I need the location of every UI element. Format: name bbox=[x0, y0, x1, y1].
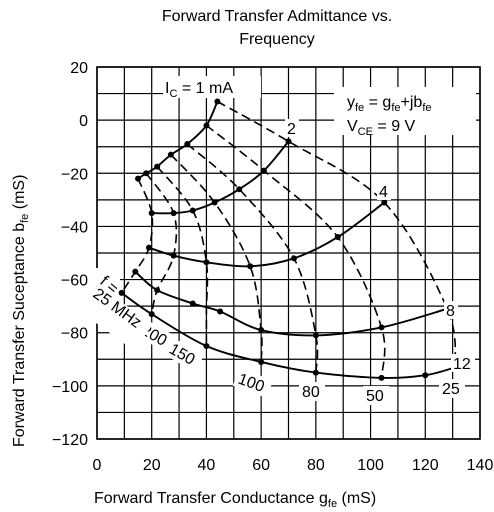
y-tick-label: −100 bbox=[52, 379, 88, 396]
data-point bbox=[184, 141, 191, 148]
frequency-curve-50 bbox=[205, 124, 386, 378]
chart-title-line1: Forward Transfer Admittance vs. bbox=[162, 8, 392, 25]
data-point bbox=[203, 343, 210, 349]
data-point bbox=[290, 255, 297, 262]
data-point bbox=[170, 210, 177, 217]
data-point bbox=[203, 259, 210, 266]
current-label-8: 8 bbox=[446, 303, 455, 320]
y-axis-label-main: Forward Transfer Suceptance b bbox=[11, 223, 28, 447]
data-point bbox=[334, 234, 341, 241]
data-point bbox=[422, 372, 429, 379]
y-axis-label-sub: fe bbox=[19, 214, 31, 223]
frequency-label-100: 100 bbox=[236, 371, 267, 396]
y-tick-label: −60 bbox=[61, 273, 88, 290]
data-point bbox=[132, 268, 139, 275]
f-label-bg bbox=[96, 268, 120, 286]
y-tick-label: −120 bbox=[52, 432, 88, 449]
x-tick-label: 0 bbox=[93, 457, 102, 474]
x-tick-label: 140 bbox=[467, 457, 494, 474]
frequency-label-bg bbox=[232, 367, 274, 399]
current-label-2: 2 bbox=[287, 121, 296, 138]
admittance-equation: yfe = gfe+jbfe bbox=[347, 94, 432, 114]
data-point bbox=[378, 374, 385, 381]
y-tick-label: 20 bbox=[70, 60, 88, 77]
current-label-bg bbox=[377, 182, 391, 200]
frequency-curve-lowest bbox=[120, 178, 154, 294]
data-point bbox=[312, 369, 319, 376]
data-point bbox=[236, 186, 243, 193]
y-tick-label: −20 bbox=[61, 166, 88, 183]
data-point bbox=[247, 263, 254, 270]
y-axis-label: Forward Transfer Suceptance bfe (mS) bbox=[11, 175, 31, 447]
data-point bbox=[189, 207, 196, 214]
y-axis-label-unit: (mS) bbox=[11, 175, 28, 214]
data-point bbox=[135, 175, 142, 182]
vce-condition: VCE = 9 V bbox=[347, 118, 416, 138]
ic-label-bg bbox=[163, 76, 261, 98]
data-point bbox=[378, 324, 385, 331]
data-point bbox=[143, 170, 150, 177]
frequency-label-bg bbox=[299, 382, 325, 401]
data-point bbox=[118, 289, 125, 296]
data-point bbox=[214, 98, 221, 105]
current-curve-1-mA bbox=[137, 101, 219, 180]
frequency-label-80: 80 bbox=[302, 384, 320, 401]
data-point bbox=[258, 358, 265, 365]
current-label-bg bbox=[444, 301, 458, 319]
data-point bbox=[167, 151, 174, 158]
f25-label-bg bbox=[78, 284, 153, 351]
current-curve-12-mA bbox=[121, 292, 456, 379]
current-label-bg bbox=[285, 119, 299, 137]
frequency-label-bg bbox=[163, 337, 205, 372]
data-point bbox=[260, 167, 267, 174]
frequency-label-bg bbox=[363, 386, 389, 405]
x-axis-label-main: Forward Transfer Conductance g bbox=[94, 490, 328, 507]
current-label-12: 12 bbox=[453, 356, 471, 373]
y-tick-label: 0 bbox=[79, 113, 88, 130]
y-tick-label: −40 bbox=[61, 219, 88, 236]
data-point bbox=[381, 199, 388, 206]
current-label-4: 4 bbox=[379, 184, 388, 201]
x-tick-label: 40 bbox=[198, 457, 216, 474]
current-curve-8-mA bbox=[134, 270, 448, 337]
plot-frame bbox=[96, 66, 481, 440]
chart-title-line2: Frequency bbox=[239, 31, 315, 48]
data-point bbox=[217, 308, 224, 315]
data-point bbox=[189, 300, 196, 307]
tick-labels: 0 20 40 60 80 100 120 140 20 0 −20 −40 −60 −80 −100 −12… bbox=[52, 60, 493, 474]
frequency-label-50: 50 bbox=[366, 388, 384, 405]
x-tick-label: 60 bbox=[252, 457, 270, 474]
frequency-label-bg bbox=[439, 379, 465, 398]
x-tick-label: 20 bbox=[143, 457, 161, 474]
x-tick-label: 120 bbox=[412, 457, 439, 474]
frequency-label-25: 25 bbox=[442, 381, 460, 398]
x-tick-label: 80 bbox=[307, 457, 325, 474]
legend-box-bg bbox=[334, 87, 476, 135]
current-label-bg bbox=[451, 354, 475, 372]
data-point bbox=[154, 287, 161, 294]
current-curves bbox=[118, 98, 459, 381]
data-point bbox=[148, 311, 155, 318]
x-axis-label-sub: fe bbox=[328, 498, 337, 510]
y-tick-label: −80 bbox=[61, 326, 88, 343]
x-tick-label: 100 bbox=[357, 457, 384, 474]
data-point bbox=[312, 332, 319, 339]
data-point bbox=[203, 122, 210, 129]
ic-label: IC = 1 mA bbox=[165, 80, 233, 100]
frequency-curve-100 bbox=[170, 154, 263, 362]
data-point bbox=[258, 327, 265, 334]
data-point bbox=[154, 163, 161, 170]
data-point bbox=[148, 210, 155, 217]
data-point bbox=[145, 244, 152, 251]
data-point bbox=[170, 252, 177, 259]
data-point bbox=[285, 138, 292, 145]
x-axis-label-unit: (mS) bbox=[337, 490, 376, 507]
x-axis-label: Forward Transfer Conductance gfe (mS) bbox=[94, 490, 376, 510]
frequency-curve-150 bbox=[156, 166, 209, 346]
data-point bbox=[211, 199, 218, 206]
